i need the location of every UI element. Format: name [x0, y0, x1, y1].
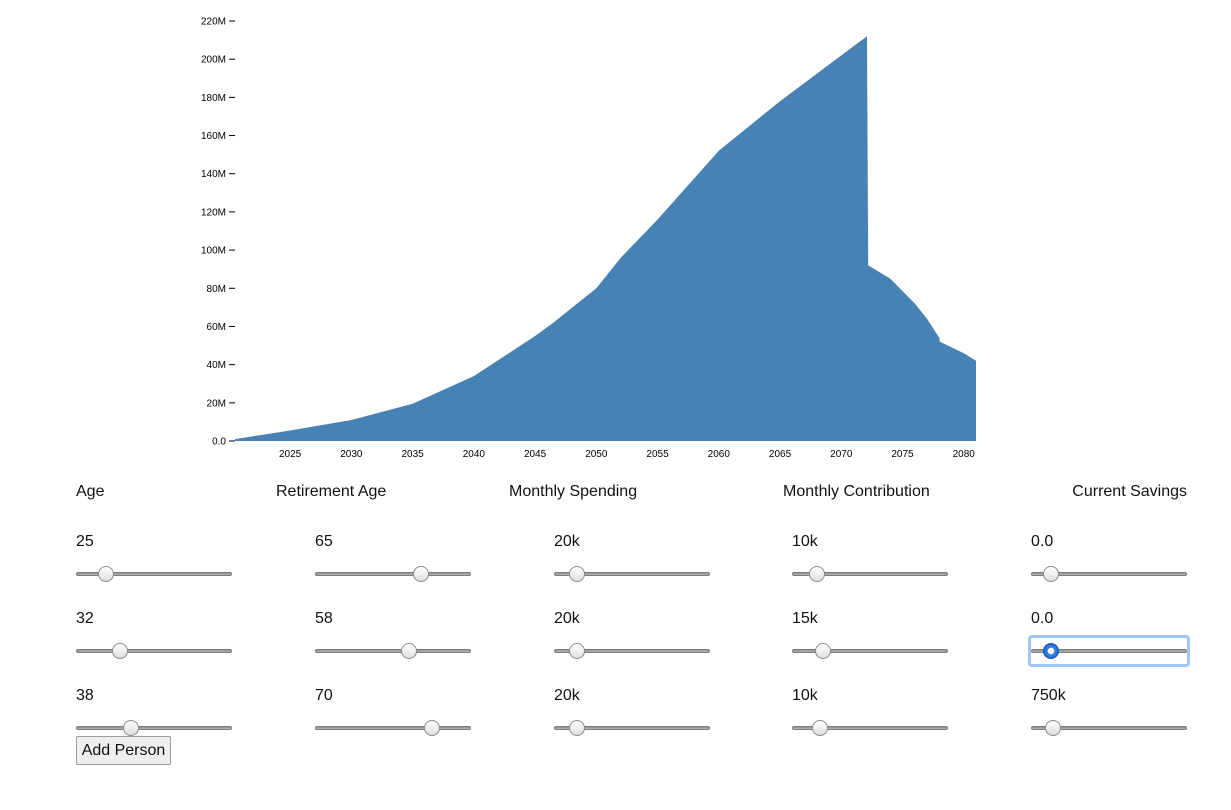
current-savings-slider[interactable]: [1031, 720, 1187, 736]
x-tick-label: 2060: [708, 449, 731, 460]
retirement-age-slider[interactable]: [315, 720, 471, 736]
slider-thumb[interactable]: [815, 643, 832, 659]
controls-panel: Age Retirement Age Monthly Spending Mont…: [76, 483, 1190, 738]
y-tick-label: 140M: [201, 169, 226, 180]
y-tick-label: 200M: [201, 55, 226, 66]
x-tick-label: 2040: [463, 449, 486, 460]
slider-thumb[interactable]: [1043, 643, 1060, 659]
person-row-2: 32 58 20k 15k 0.0: [76, 584, 1190, 667]
add-person-button[interactable]: Add Person: [76, 736, 171, 765]
slider-thumb[interactable]: [111, 643, 128, 659]
slider-track: [76, 572, 232, 576]
slider-track: [1031, 726, 1187, 730]
y-axis: 0.0 20M 40M 60M 80M 100M 120M 140M 160M 180M 200M 2…: [201, 17, 235, 448]
retirement-age-value: 58: [315, 610, 333, 627]
monthly-spending-value: 20k: [554, 687, 580, 704]
retirement-age-slider[interactable]: [315, 566, 471, 582]
age-slider[interactable]: [76, 566, 232, 582]
age-value: 38: [76, 687, 94, 704]
slider-thumb[interactable]: [569, 643, 586, 659]
slider-track: [315, 726, 471, 730]
retirement-age-value: 65: [315, 533, 333, 550]
current-savings-slider[interactable]: [1031, 566, 1187, 582]
x-tick-label: 2055: [646, 449, 669, 460]
slider-track: [792, 726, 948, 730]
slider-track: [76, 726, 232, 730]
savings-area: [235, 36, 976, 442]
monthly-contribution-value: 15k: [792, 610, 818, 627]
slider-track: [1031, 649, 1187, 653]
x-tick-label: 2070: [830, 449, 853, 460]
slider-track: [554, 726, 710, 730]
person-row-3: 38 70 20k 10k 750k: [76, 661, 1187, 738]
x-tick-label: 2065: [769, 449, 792, 460]
x-axis: 2025 2030 2035 2040 2045 2050 2055 2060 2065 2070…: [279, 449, 975, 460]
slider-thumb[interactable]: [413, 566, 430, 582]
slider-thumb[interactable]: [1044, 720, 1061, 736]
x-tick-label: 2050: [585, 449, 608, 460]
y-tick-label: 20M: [207, 398, 226, 409]
slider-thumb[interactable]: [424, 720, 440, 736]
y-tick-label: 220M: [201, 17, 226, 28]
slider-track: [792, 649, 948, 653]
monthly-contribution-slider[interactable]: [792, 566, 948, 582]
slider-track: [554, 572, 710, 576]
y-tick-label: 80M: [207, 284, 226, 295]
current-savings-slider-focused[interactable]: [1028, 635, 1190, 667]
slider-track: [315, 572, 471, 576]
x-tick-label: 2025: [279, 449, 302, 460]
monthly-contribution-header: Monthly Contribution: [783, 483, 930, 500]
x-tick-label: 2030: [340, 449, 363, 460]
x-tick-label: 2045: [524, 449, 547, 460]
slider-thumb[interactable]: [97, 566, 114, 582]
age-header: Age: [76, 483, 105, 500]
slider-thumb[interactable]: [1043, 566, 1060, 582]
monthly-spending-header: Monthly Spending: [509, 483, 638, 500]
slider-track: [1031, 572, 1187, 576]
y-tick-label: 40M: [207, 360, 226, 371]
y-tick-label: 0.0: [212, 437, 226, 448]
slider-thumb[interactable]: [569, 566, 586, 582]
monthly-spending-slider[interactable]: [554, 643, 710, 659]
slider-thumb[interactable]: [812, 720, 829, 736]
retirement-age-value: 70: [315, 687, 333, 704]
slider-track: [792, 572, 948, 576]
monthly-spending-slider[interactable]: [554, 720, 710, 736]
age-value: 32: [76, 610, 94, 627]
slider-thumb[interactable]: [808, 566, 825, 582]
age-slider[interactable]: [76, 720, 232, 736]
x-tick-label: 2080: [953, 449, 976, 460]
current-savings-value: 750k: [1031, 687, 1066, 704]
column-headers: Age Retirement Age Monthly Spending Mont…: [76, 483, 1187, 507]
age-slider[interactable]: [76, 643, 232, 659]
monthly-spending-slider[interactable]: [554, 566, 710, 582]
y-tick-label: 160M: [201, 131, 226, 142]
monthly-contribution-value: 10k: [792, 687, 818, 704]
current-savings-value: 0.0: [1031, 610, 1054, 627]
monthly-contribution-slider[interactable]: [792, 643, 948, 659]
slider-thumb[interactable]: [122, 720, 139, 736]
retirement-age-header: Retirement Age: [276, 483, 387, 500]
current-savings-value: 0.0: [1031, 533, 1054, 550]
y-tick-label: 120M: [201, 207, 226, 218]
monthly-contribution-value: 10k: [792, 533, 818, 550]
person-row-1: 25 65 20k 10k 0.0: [76, 507, 1187, 584]
x-tick-label: 2035: [401, 449, 424, 460]
slider-track: [76, 649, 232, 653]
monthly-spending-value: 20k: [554, 533, 580, 550]
monthly-contribution-slider[interactable]: [792, 720, 948, 736]
slider-thumb[interactable]: [569, 720, 586, 736]
current-savings-header: Current Savings: [1072, 483, 1187, 500]
slider-thumb[interactable]: [400, 643, 417, 659]
savings-area-chart: 0.0 20M 40M 60M 80M 100M 120M 140M 160M 180M 200M 2…: [201, 17, 976, 460]
y-tick-label: 180M: [201, 93, 226, 104]
slider-track: [554, 649, 710, 653]
retirement-age-slider[interactable]: [315, 643, 471, 659]
age-value: 25: [76, 533, 94, 550]
monthly-spending-value: 20k: [554, 610, 580, 627]
x-tick-label: 2075: [891, 449, 914, 460]
slider-track: [315, 649, 471, 653]
y-tick-label: 100M: [201, 246, 226, 257]
y-tick-label: 60M: [207, 322, 226, 333]
